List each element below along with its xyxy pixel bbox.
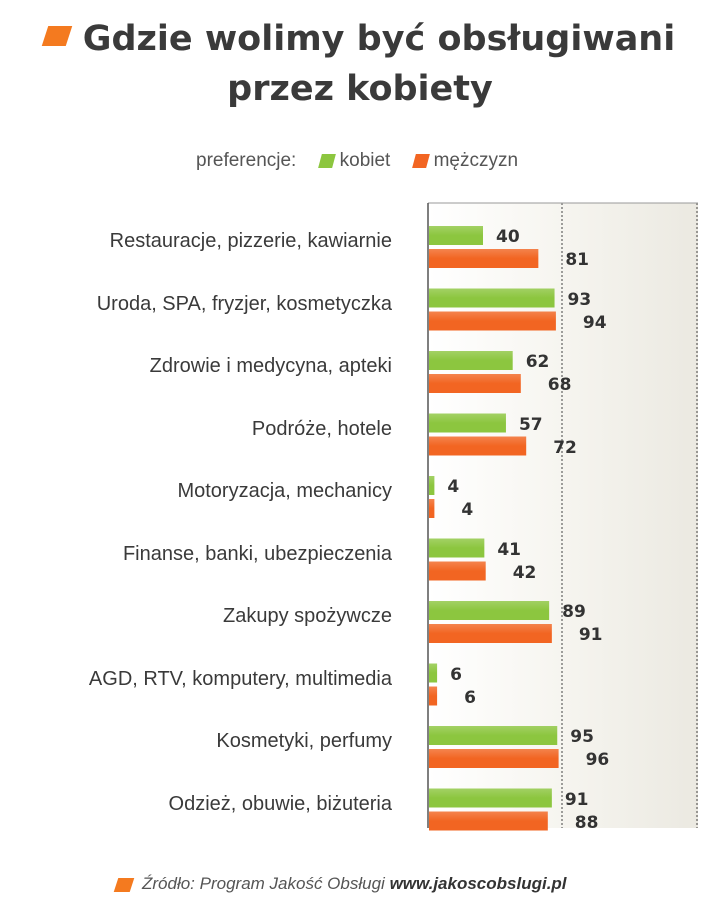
category-label: Podróże, hotele [251, 417, 392, 440]
category-label: AGD, RTV, komputery, multimedia [88, 667, 392, 690]
category-label: Zdrowie i medycyna, apteki [149, 355, 392, 377]
category-label: Finanse, banki, ubezpieczenia [122, 542, 392, 565]
bar-kobiet [429, 288, 555, 308]
data-label-mezczyzn: 81 [565, 250, 590, 270]
source-url: www.jakoscobslugi.pl [389, 874, 567, 893]
bar-kobiet [429, 601, 550, 620]
legend: preferencje: kobiet mężczyzn [196, 150, 518, 172]
bar-mezczyzn [429, 749, 559, 768]
data-label-mezczyzn: 4 [461, 500, 474, 520]
category-label: Motoryzacja, mechanicy [177, 480, 392, 502]
data-label-kobiet: 91 [564, 789, 589, 810]
data-label-kobiet: 57 [518, 414, 543, 435]
category-label: Kosmetyki, perfumy [216, 730, 392, 752]
bar-mezczyzn [429, 811, 548, 831]
category-label: Zakupy spożywcze [223, 605, 392, 627]
bar-kobiet [429, 726, 558, 745]
bar-kobiet [429, 476, 435, 495]
bar-kobiet [429, 226, 483, 245]
bar-kobiet [429, 788, 552, 808]
title-line-2: przez kobiety [227, 69, 493, 109]
bar-kobiet [429, 351, 513, 370]
category-label: Uroda, SPA, fryzjer, kosmetyczka [96, 292, 392, 315]
bar-mezczyzn [429, 436, 527, 456]
bar-mezczyzn [429, 374, 521, 393]
data-label-mezczyzn: 91 [578, 625, 603, 645]
legend-label-mezczyzn: mężczyzn [433, 150, 519, 171]
data-label-kobiet: 89 [562, 602, 586, 622]
bar-kobiet [429, 413, 506, 433]
data-label-kobiet: 93 [567, 289, 592, 310]
title-text-1: Gdzie wolimy być obsługiwani [82, 19, 676, 59]
data-label-mezczyzn: 96 [585, 750, 610, 770]
data-label-kobiet: 4 [447, 477, 460, 497]
data-label-kobiet: 40 [496, 227, 520, 247]
data-label-mezczyzn: 6 [464, 687, 476, 708]
source-bullet-icon [113, 877, 135, 892]
source-label: Źródło: Program Jakość Obsługi [142, 874, 385, 893]
category-label: Odzież, obuwie, biżuteria [168, 792, 392, 815]
bar-mezczyzn [429, 686, 438, 706]
data-label-kobiet: 41 [497, 539, 522, 560]
bar-mezczyzn [429, 499, 435, 518]
bar-mezczyzn [429, 624, 552, 643]
bar-kobiet [429, 538, 485, 558]
data-label-kobiet: 95 [570, 727, 594, 747]
bar-mezczyzn [429, 311, 556, 331]
data-label-mezczyzn: 88 [574, 812, 599, 833]
bar-kobiet [429, 663, 438, 683]
data-label-kobiet: 6 [450, 664, 462, 685]
data-label-mezczyzn: 68 [547, 375, 572, 395]
data-label-mezczyzn: 72 [553, 437, 577, 458]
chart-title: Gdzie wolimy być obsługiwani przez kobie… [0, 14, 720, 114]
legend-prefix: preferencje: [196, 150, 297, 171]
source-note: Źródło: Program Jakość Obsługi www.jakos… [113, 874, 567, 894]
data-label-mezczyzn: 94 [582, 312, 607, 333]
bar-mezczyzn [429, 249, 539, 268]
title-line-1: Gdzie wolimy być obsługiwani [0, 14, 720, 64]
data-label-mezczyzn: 42 [512, 562, 537, 583]
category-label: Restauracje, pizzerie, kawiarnie [109, 230, 392, 252]
bar-mezczyzn [429, 561, 486, 581]
legend-label-kobiet: kobiet [339, 150, 391, 171]
data-label-kobiet: 62 [525, 352, 550, 372]
